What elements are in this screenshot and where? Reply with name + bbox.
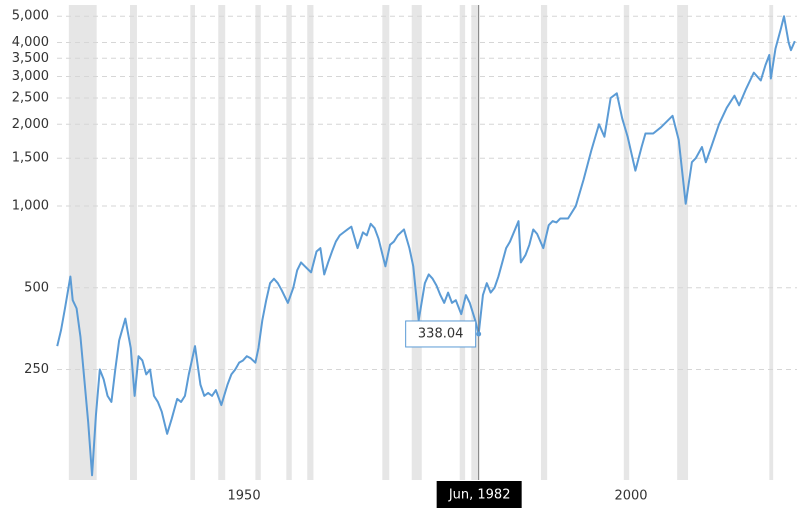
recession-band <box>382 5 390 480</box>
x-tick-label: 1950 <box>228 489 261 504</box>
x-tick-label: 2000 <box>614 489 647 504</box>
recession-band <box>190 5 196 480</box>
recession-band <box>459 5 466 480</box>
recession-band <box>471 5 479 480</box>
y-tick-label: 250 <box>24 362 49 377</box>
y-tick-label: 1,000 <box>12 199 49 214</box>
recession-band <box>411 5 422 480</box>
recession-band <box>677 5 689 480</box>
recession-band <box>129 5 137 480</box>
hover-point <box>476 331 482 337</box>
recession-band <box>255 5 261 480</box>
y-tick-label: 500 <box>24 280 49 295</box>
y-tick-label: 5,000 <box>12 9 49 24</box>
y-tick-label: 1,500 <box>12 151 49 166</box>
y-tick-label: 3,000 <box>12 69 49 84</box>
recession-band <box>769 5 774 480</box>
recession-band <box>218 5 226 480</box>
recession-band <box>623 5 630 480</box>
date-label-box <box>436 481 522 508</box>
tooltip-value: 338.04 <box>418 326 464 341</box>
recession-band <box>68 5 97 480</box>
y-tick-label: 3,500 <box>12 51 49 66</box>
tooltip-box <box>405 320 477 348</box>
y-tick-label: 2,500 <box>12 90 49 105</box>
price-line <box>56 15 796 477</box>
y-tick-label: 4,000 <box>12 35 49 50</box>
y-tick-label: 2,000 <box>12 117 49 132</box>
recession-band <box>307 5 314 480</box>
recession-band <box>286 5 292 480</box>
date-label: Jun, 1982 <box>448 488 511 503</box>
